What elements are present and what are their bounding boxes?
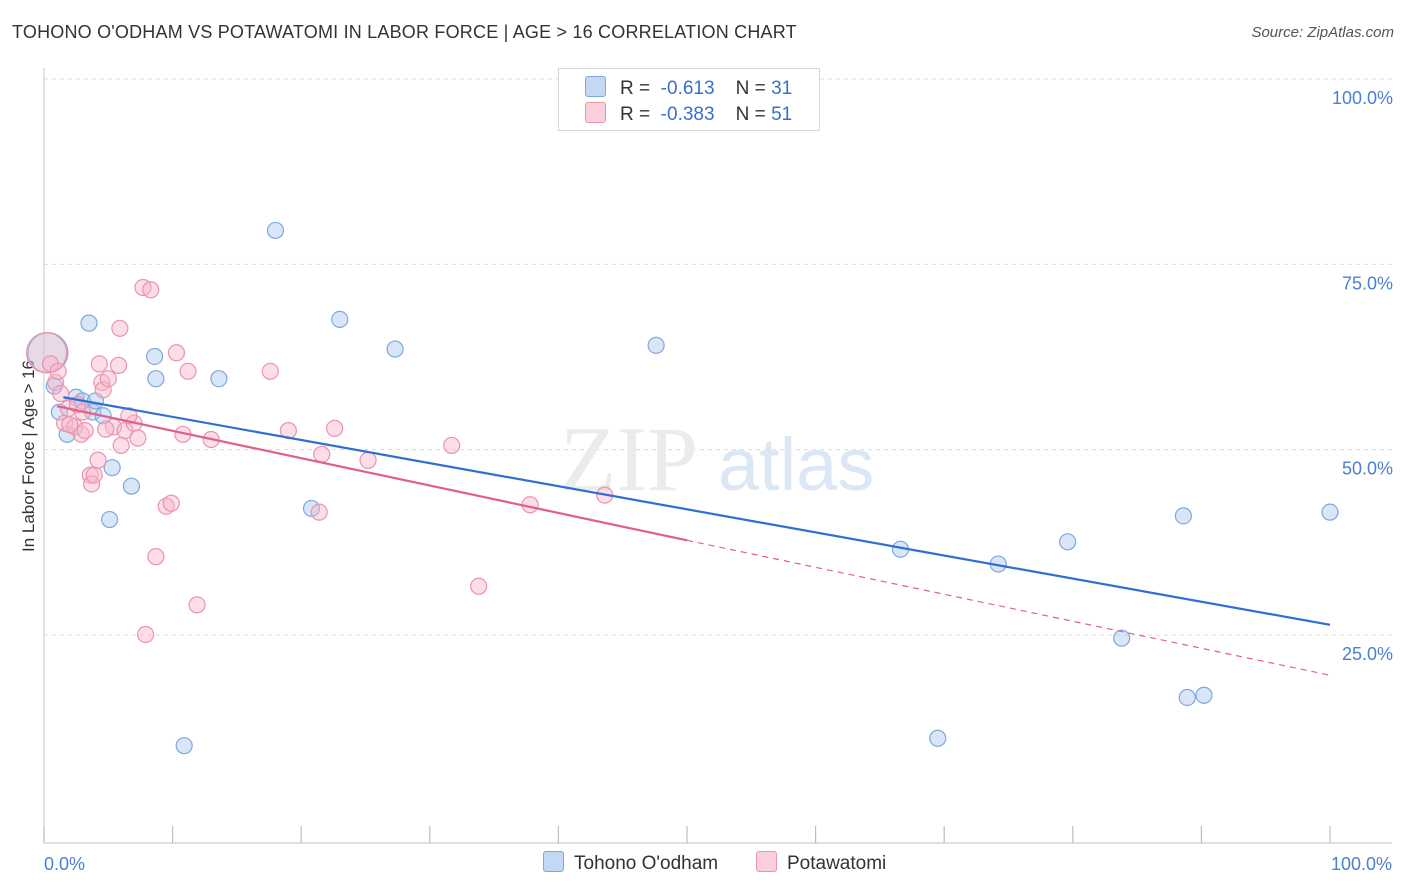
potawatomi-point <box>90 355 108 373</box>
legend-r-value: -0.613 <box>660 78 715 99</box>
legend-n-value: 31 <box>771 78 793 99</box>
watermark: ZIP atlas <box>560 408 874 510</box>
correlation-legend: R = -0.613 N = 31 R = -0.383 N = 51 <box>558 68 820 131</box>
potawatomi-point <box>470 577 488 595</box>
axes <box>43 68 1392 844</box>
tohono-point <box>647 336 665 354</box>
tohono-point <box>100 510 119 529</box>
bottom-legend-swatch-tohono <box>543 851 564 872</box>
potawatomi-point <box>261 362 279 380</box>
y-tick-label: 75.0% <box>1342 273 1393 293</box>
y-axis-label: In Labor Force | Age > 16 <box>19 360 38 552</box>
potawatomi-point <box>85 466 103 484</box>
tohono-point <box>175 737 193 755</box>
watermark-atlas: atlas <box>718 423 874 506</box>
potawatomi-point <box>111 319 129 337</box>
potawatomi-point <box>359 451 377 469</box>
potawatomi-point <box>61 416 79 434</box>
legend-r-value: -0.383 <box>660 104 715 125</box>
potawatomi-point <box>112 436 130 455</box>
potawatomi-point <box>49 362 67 380</box>
tohono-point <box>1195 686 1213 704</box>
legend-n-label: N = <box>735 78 766 99</box>
legend-swatch-potawatomi <box>585 102 606 123</box>
tohono-point <box>929 729 947 747</box>
potawatomi-point <box>76 422 94 440</box>
tohono-point <box>122 477 141 495</box>
watermark-zip: ZIP <box>560 408 698 510</box>
bottom-legend-potawatomi: Potawatomi <box>756 851 886 875</box>
tohono-point <box>103 459 121 477</box>
potawatomi-point <box>94 381 112 399</box>
potawatomi-point <box>89 451 107 469</box>
legend-row-tohono: R = -0.613 N = 31 <box>585 76 792 100</box>
series-potawatomi-points <box>25 278 614 644</box>
chart-title: TOHONO O'ODHAM VS POTAWATOMI IN LABOR FO… <box>12 22 797 42</box>
potawatomi-point <box>313 445 331 463</box>
bottom-legend-tohono: Tohono O'odham <box>543 851 718 875</box>
tohono-point <box>1178 688 1196 707</box>
legend-row-potawatomi: R = -0.383 N = 51 <box>585 102 792 126</box>
bottom-legend-swatch-potawatomi <box>756 851 777 872</box>
bottom-legend-label-tohono: Tohono O'odham <box>574 853 719 874</box>
potawatomi-point <box>129 429 147 447</box>
tohono-point <box>266 221 285 240</box>
potawatomi-point <box>147 548 165 566</box>
gridlines <box>44 78 1392 636</box>
y-tick-label: 50.0% <box>1342 459 1393 479</box>
potawatomi-point <box>136 625 155 644</box>
potawatomi-point <box>25 332 68 374</box>
potawatomi-point <box>52 384 70 403</box>
tohono-trend-line <box>63 396 1331 626</box>
potawatomi-point <box>97 420 115 438</box>
legend-swatch-tohono <box>585 76 606 97</box>
potawatomi-point <box>162 494 180 512</box>
legend-n-label: N = <box>735 104 766 125</box>
potawatomi-trend-line <box>56 405 688 542</box>
tohono-point <box>210 370 228 388</box>
tohono-point <box>145 347 164 366</box>
legend-r-label: R = <box>620 104 651 125</box>
x-tick-label-max: 100.0% <box>1331 854 1392 874</box>
tohono-point <box>331 310 349 328</box>
tohono-point <box>1059 533 1077 551</box>
tohono-point <box>1321 503 1339 521</box>
potawatomi-point <box>157 497 175 515</box>
potawatomi-point <box>326 419 344 437</box>
potawatomi-point <box>188 596 206 614</box>
tohono-point <box>386 340 404 358</box>
tohono-point <box>1113 629 1131 647</box>
tohono-point <box>80 314 98 332</box>
potawatomi-point <box>167 344 186 362</box>
potawatomi-point <box>109 356 128 374</box>
x-tick-label-min: 0.0% <box>44 854 85 874</box>
source-label: Source: ZipAtlas.com <box>1251 24 1394 41</box>
y-tick-label: 25.0% <box>1342 644 1393 664</box>
potawatomi-point <box>443 436 461 455</box>
y-tick-label: 100.0% <box>1332 88 1393 108</box>
potawatomi-point <box>81 466 99 484</box>
tohono-point <box>147 370 165 388</box>
potawatomi-point <box>310 503 328 521</box>
y-tick-labels: 25.0% 50.0% 75.0% 100.0% <box>1332 88 1393 664</box>
potawatomi-point <box>99 370 117 388</box>
legend-n-value: 51 <box>771 104 793 125</box>
bottom-legend-label-potawatomi: Potawatomi <box>787 853 887 874</box>
trend-lines <box>56 396 1331 676</box>
potawatomi-point <box>46 373 65 392</box>
legend-r-label: R = <box>620 78 651 99</box>
tohono-point <box>1174 507 1192 525</box>
potawatomi-point <box>142 281 160 299</box>
potawatomi-point <box>179 362 197 380</box>
